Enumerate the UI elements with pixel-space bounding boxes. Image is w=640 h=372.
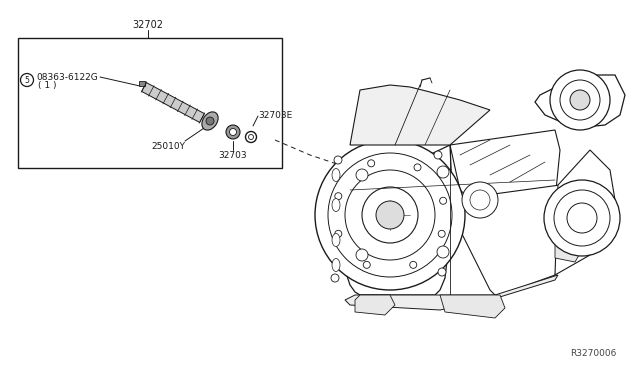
Circle shape <box>345 170 435 260</box>
Circle shape <box>356 249 368 261</box>
Circle shape <box>364 262 371 268</box>
Circle shape <box>438 230 445 237</box>
Circle shape <box>376 201 404 229</box>
Circle shape <box>335 193 342 200</box>
Circle shape <box>368 160 374 167</box>
Circle shape <box>328 153 452 277</box>
Ellipse shape <box>332 199 340 212</box>
Text: R3270006: R3270006 <box>571 349 617 358</box>
Circle shape <box>438 268 446 276</box>
Polygon shape <box>440 295 505 318</box>
Circle shape <box>226 125 240 139</box>
Circle shape <box>334 156 342 164</box>
Circle shape <box>570 90 590 110</box>
Polygon shape <box>555 235 582 262</box>
Text: 32703E: 32703E <box>258 110 292 119</box>
Ellipse shape <box>332 259 340 272</box>
Polygon shape <box>326 145 452 295</box>
Text: ( 1 ): ( 1 ) <box>38 80 56 90</box>
Circle shape <box>331 274 339 282</box>
Polygon shape <box>535 75 625 128</box>
Text: 32702: 32702 <box>132 20 163 30</box>
Circle shape <box>20 74 33 87</box>
Circle shape <box>470 190 490 210</box>
Circle shape <box>440 197 447 204</box>
Circle shape <box>335 230 342 237</box>
Circle shape <box>230 128 237 135</box>
Polygon shape <box>555 150 615 275</box>
Circle shape <box>410 262 417 268</box>
Ellipse shape <box>332 234 340 247</box>
Circle shape <box>560 80 600 120</box>
Circle shape <box>544 180 620 256</box>
Circle shape <box>414 164 421 171</box>
Circle shape <box>462 182 498 218</box>
Circle shape <box>315 140 465 290</box>
Text: 5: 5 <box>24 76 29 84</box>
Polygon shape <box>350 85 490 145</box>
Circle shape <box>362 187 418 243</box>
Polygon shape <box>345 275 558 310</box>
Text: 08363-6122G: 08363-6122G <box>36 73 98 81</box>
Text: 25010Y: 25010Y <box>151 142 185 151</box>
Text: 32703: 32703 <box>219 151 247 160</box>
Circle shape <box>437 246 449 258</box>
Polygon shape <box>355 295 395 315</box>
Ellipse shape <box>332 169 340 182</box>
Circle shape <box>437 166 449 178</box>
Circle shape <box>356 169 368 181</box>
Ellipse shape <box>202 112 218 130</box>
Polygon shape <box>450 185 565 295</box>
Circle shape <box>554 190 610 246</box>
Circle shape <box>567 203 597 233</box>
Bar <box>139 81 145 86</box>
Polygon shape <box>450 130 560 220</box>
Polygon shape <box>141 83 204 122</box>
Circle shape <box>434 151 442 159</box>
Circle shape <box>206 117 214 125</box>
Bar <box>18 38 282 168</box>
Circle shape <box>550 70 610 130</box>
